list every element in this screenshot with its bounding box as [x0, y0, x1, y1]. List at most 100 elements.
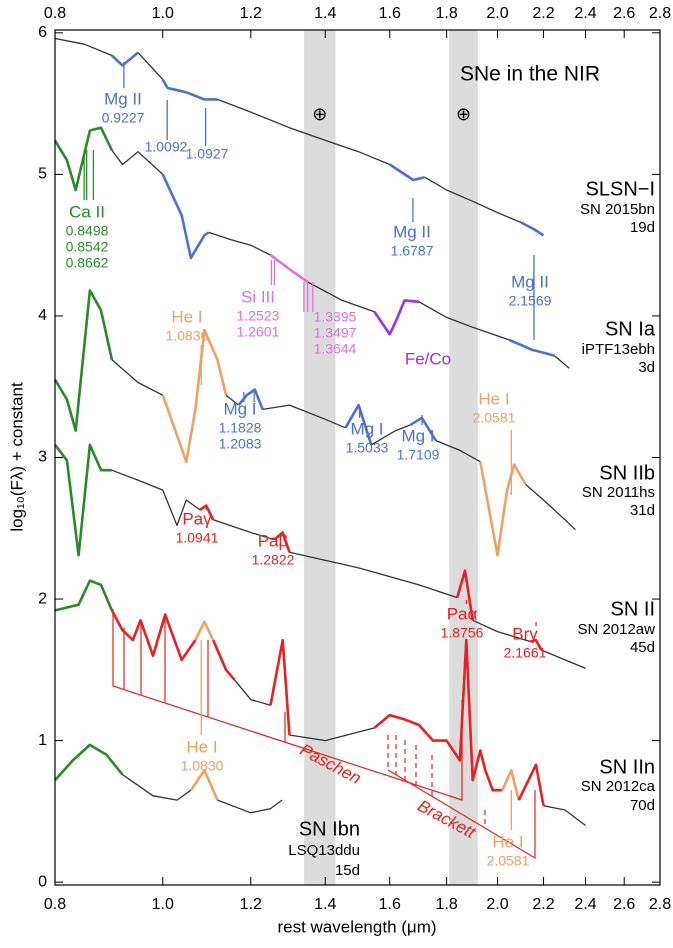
line-id-label: Ca II: [69, 202, 105, 221]
x-tick-label-top: 1.2: [240, 5, 262, 22]
spectrum-line: [53, 289, 114, 432]
spectrum-line: [54, 579, 114, 612]
x-tick-label-top: 2.2: [532, 5, 554, 22]
x-tick-label-top: 1.0: [152, 5, 174, 22]
line-id-label: Mg I: [401, 426, 434, 445]
x-tick-label-top: 1.8: [435, 5, 457, 22]
line-wavelength: 1.3497: [314, 325, 357, 341]
line-id-label: Mg I: [350, 419, 383, 438]
x-axis-title: rest wavelength (μm): [277, 917, 436, 936]
spectrum-line: [289, 727, 375, 742]
spectrum-line: [217, 799, 283, 814]
x-tick-label: 2.8: [649, 896, 671, 913]
spectrum-line: [307, 281, 375, 313]
spectrum-line: [233, 679, 271, 706]
line-wavelength: 1.5033: [346, 440, 389, 456]
y-tick-label: 1: [38, 732, 47, 749]
x-tick-label: 2.6: [613, 896, 635, 913]
spectrum-designation: SN 2015bn: [580, 201, 655, 218]
spectrum-name: SN Ibn: [299, 818, 360, 840]
spectrum-line: [517, 763, 545, 806]
spectrum-name: SN IIn: [599, 756, 655, 778]
spectrum-line: [161, 78, 218, 101]
spectrum-line: [110, 609, 197, 662]
spectrum-line: [262, 404, 346, 429]
line-wavelength: 0.9227: [102, 110, 145, 126]
paschen-line: [112, 609, 463, 801]
y-axis-title: log₁₀(Fλ) + constant: [7, 382, 26, 532]
line-id-label: He I: [492, 832, 523, 851]
line-wavelength: 0.8662: [66, 255, 109, 271]
x-tick-label-top: 2.8: [649, 5, 671, 22]
line-wavelength: 1.2083: [219, 436, 262, 452]
x-tick-label-top: 0.8: [44, 5, 66, 22]
line-wavelength: 1.2601: [237, 324, 280, 340]
line-id-label: Paγ: [182, 509, 212, 528]
spectrum-line: [122, 774, 192, 801]
spectrum-line: [501, 769, 521, 801]
spectrum-name: SN II: [611, 598, 655, 620]
spectrum-line: [111, 149, 164, 175]
x-tick-label-top: 2.4: [574, 5, 596, 22]
line-id-label: Mg II: [511, 272, 549, 291]
x-tick-label: 2.0: [486, 896, 508, 913]
spectrum-line: [53, 126, 114, 192]
spectrum-line: [388, 163, 426, 182]
y-tick-label: 5: [38, 166, 47, 183]
line-id-label: Brγ: [512, 624, 538, 643]
spectrum-line: [208, 231, 271, 256]
x-tick-label: 1.6: [379, 896, 401, 913]
line-wavelength: 2.0581: [473, 410, 516, 426]
x-tick-label: 1.2: [240, 896, 262, 913]
spectrum-line: [553, 355, 570, 369]
spectrum-line: [54, 37, 113, 57]
spectrum-line: [161, 328, 228, 463]
spectrum-designation: SN 2012aw: [577, 621, 655, 638]
spectrum-line: [194, 620, 215, 641]
spectrum-line: [424, 176, 522, 224]
spectrum-line: [472, 619, 531, 643]
spectrum-line: [543, 805, 586, 827]
spectrum-epoch: 15d: [335, 862, 360, 879]
y-tick-label: 6: [38, 24, 47, 41]
spectrum-designation: LSQ13ddu: [288, 842, 360, 859]
x-tick-label-top: 2.0: [486, 5, 508, 22]
spectrum-epoch: 3d: [638, 359, 655, 376]
x-tick-label: 2.2: [532, 896, 554, 913]
spectrum-line: [373, 638, 503, 792]
y-tick-label: 4: [38, 307, 47, 324]
line-wavelength: 1.6787: [391, 243, 434, 259]
x-tick-label: 1.0: [152, 896, 174, 913]
x-tick-label-top: 1.6: [379, 5, 401, 22]
line-wavelength: 1.8756: [441, 625, 484, 641]
spectrum-line: [111, 469, 201, 527]
spectrum-line: [455, 569, 474, 621]
line-wavelength: 1.2822: [252, 552, 295, 568]
spectrum-line: [53, 443, 112, 557]
line-id-label: Mg I: [223, 399, 256, 418]
x-tick-label: 0.8: [44, 896, 66, 913]
line-wavelength: 1.0830: [166, 328, 209, 344]
line-wavelength: 1.3644: [314, 341, 357, 357]
spectrum-epoch: 45d: [630, 639, 655, 656]
spectrum-line: [269, 254, 309, 284]
line-wavelength: 1.0092: [145, 139, 188, 155]
telluric-symbol: ⊕: [312, 104, 327, 124]
line-wavelength: 2.1661: [504, 645, 547, 661]
spectrum-line: [289, 551, 458, 599]
spectrum-line: [111, 51, 139, 67]
spectrum-line: [525, 483, 576, 531]
chart-title: SNe in the NIR: [460, 63, 600, 86]
line-wavelength: 2.1569: [509, 293, 552, 309]
line-id-label: Paα: [447, 604, 478, 623]
plot-area: [53, 37, 586, 827]
line-id-label: He I: [171, 307, 202, 326]
line-id-label: Mg II: [104, 89, 142, 108]
spectrum-line: [161, 173, 210, 260]
spectrum-name: SLSN−I: [586, 178, 655, 200]
line-wavelength: 0.8498: [66, 223, 109, 239]
spectrum-line: [529, 638, 543, 651]
telluric-symbol: ⊕: [456, 104, 471, 124]
